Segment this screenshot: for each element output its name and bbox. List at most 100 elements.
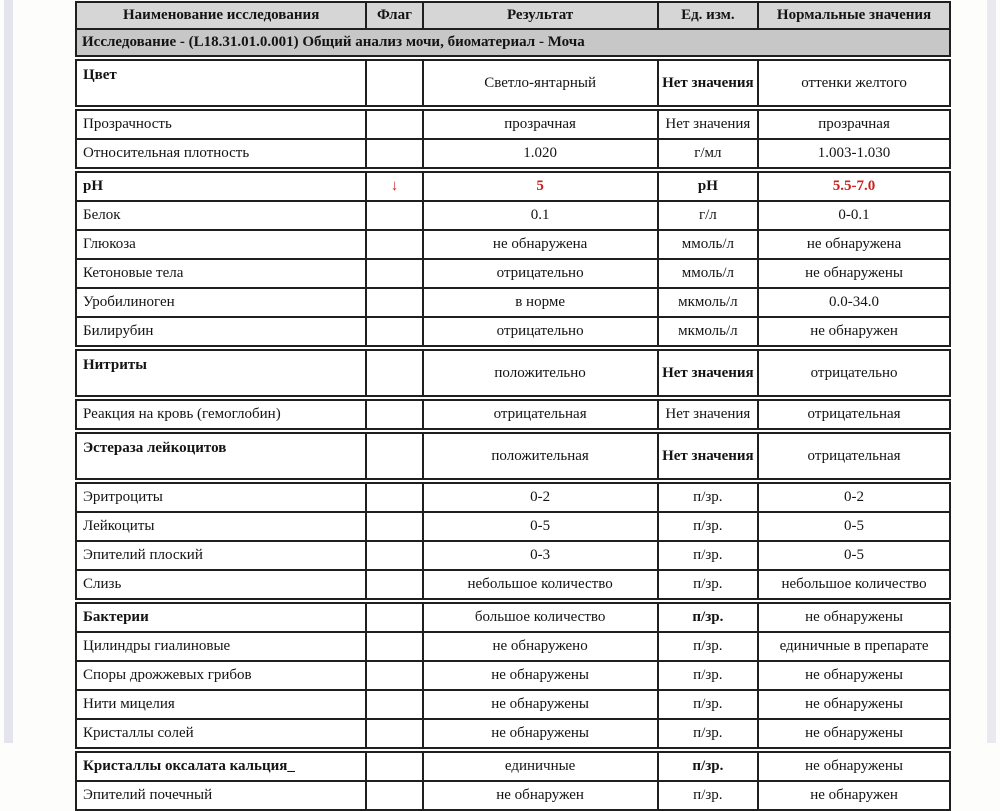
test-name-cell: Прозрачность [74,107,368,140]
test-name-cell: Цилиндры гиалиновые [74,631,368,662]
down-arrow-icon: ↓ [365,167,424,202]
test-name-cell: Белок [74,200,368,231]
test-name-cell: Билирубин [74,316,368,349]
units-cell: п/зр. [656,780,760,811]
result-cell: 0-2 [421,480,659,513]
result-cell: положительно [421,345,659,401]
normal-range-cell: 0.0-34.0 [757,287,951,318]
flag-cell [365,107,424,140]
table-row: Относительная плотность 1.020 г/мл 1.003… [74,138,951,171]
table-header-row: Наименование исследования Флаг Результат… [74,1,951,30]
table-row: Эпителий плоский 0-3 п/зр. 0-5 [74,540,951,571]
table-body: Исследование - (L18.31.01.0.001) Общий а… [74,28,951,811]
normal-range-cell: не обнаружен [757,780,951,811]
table-row: Нитриты положительно Нет значения отрица… [74,345,951,401]
test-name-cell: Эстераза лейкоцитов [74,428,368,484]
normal-range-cell: оттенки желтого [757,55,951,111]
units-cell: pH [656,167,760,202]
table-row: Эпителий почечный не обнаружен п/зр. не … [74,780,951,811]
urinalysis-results-table: Наименование исследования Флаг Результат… [74,1,951,811]
result-cell: не обнаружена [421,229,659,260]
result-cell: 1.020 [421,138,659,171]
table-row: Кристаллы оксалата кальция_ единичные п/… [74,747,951,782]
flag-cell [365,540,424,571]
table-row: Слизь небольшое количество п/зр. небольш… [74,569,951,602]
units-cell: Нет значения [656,345,760,401]
table-row: Цилиндры гиалиновые не обнаружено п/зр. … [74,631,951,662]
result-cell: в норме [421,287,659,318]
result-cell: не обнаружены [421,660,659,691]
normal-range-cell: не обнаружены [757,598,951,633]
test-name-cell: Кристаллы солей [74,718,368,751]
test-name-cell: Слизь [74,569,368,602]
result-cell: не обнаружены [421,718,659,751]
flag-cell [365,689,424,720]
normal-range-cell: не обнаружена [757,229,951,260]
table-row: Бактерии большое количество п/зр. не обн… [74,598,951,633]
flag-cell [365,718,424,751]
result-cell: отрицательная [421,397,659,432]
normal-range-cell: 0-5 [757,511,951,542]
result-cell: 0-5 [421,511,659,542]
units-cell: Нет значения [656,107,760,140]
units-cell: Нет значения [656,55,760,111]
result-cell: 0-3 [421,540,659,571]
study-section-row: Исследование - (L18.31.01.0.001) Общий а… [75,28,951,59]
test-name-cell: Лейкоциты [74,511,368,542]
test-name-cell: Эпителий плоский [74,540,368,571]
flag-cell [365,229,424,260]
result-cell: 0.1 [421,200,659,231]
flag-cell [365,287,424,318]
result-cell: отрицательно [421,316,659,349]
normal-range-cell: единичные в препарате [757,631,951,662]
table-row: Уробилиноген в норме мкмоль/л 0.0-34.0 [74,287,951,318]
units-cell: п/зр. [656,511,760,542]
units-cell: мкмоль/л [656,287,760,318]
units-cell: ммоль/л [656,258,760,289]
table-row: Белок 0.1 г/л 0-0.1 [74,200,951,231]
study-section-title: Исследование - (L18.31.01.0.001) Общий а… [75,28,951,59]
column-header-units: Ед. изм. [656,1,760,30]
test-name-cell: Глюкоза [74,229,368,260]
table-row: Глюкоза не обнаружена ммоль/л не обнаруж… [74,229,951,260]
flag-cell [365,569,424,602]
flag-cell [365,598,424,633]
units-cell: п/зр. [656,480,760,513]
units-cell: п/зр. [656,718,760,751]
units-cell: Нет значения [656,397,760,432]
test-name-cell: pH [74,167,368,202]
result-cell: небольшое количество [421,569,659,602]
table-row: Кристаллы солей не обнаружены п/зр. не о… [74,718,951,751]
test-name-cell: Споры дрожжевых грибов [74,660,368,691]
flag-cell [365,138,424,171]
flag-cell [365,428,424,484]
normal-range-cell: 0-0.1 [757,200,951,231]
normal-range-cell: прозрачная [757,107,951,140]
flag-cell [365,660,424,691]
units-cell: п/зр. [656,598,760,633]
test-name-cell: Реакция на кровь (гемоглобин) [74,397,368,432]
normal-range-cell: отрицательная [757,397,951,432]
flag-cell [365,316,424,349]
column-header-result: Результат [421,1,659,30]
result-cell: положительная [421,428,659,484]
column-header-normal-values: Нормальные значения [757,1,951,30]
normal-range-cell: не обнаружены [757,718,951,751]
test-name-cell: Кетоновые тела [74,258,368,289]
units-cell: г/мл [656,138,760,171]
test-name-cell: Цвет [74,55,368,111]
test-name-cell: Бактерии [74,598,368,633]
normal-range-cell: 5.5-7.0 [757,167,951,202]
result-cell: 5 [421,167,659,202]
table-row: Эстераза лейкоцитов положительная Нет зн… [74,428,951,484]
flag-cell [365,55,424,111]
normal-range-cell: не обнаружены [757,747,951,782]
page-edge-left [4,0,13,743]
flag-cell [365,480,424,513]
result-cell: отрицательно [421,258,659,289]
result-cell: большое количество [421,598,659,633]
table-row: Прозрачность прозрачная Нет значения про… [74,107,951,140]
normal-range-cell: небольшое количество [757,569,951,602]
test-name-cell: Кристаллы оксалата кальция_ [74,747,368,782]
normal-range-cell: не обнаружены [757,660,951,691]
